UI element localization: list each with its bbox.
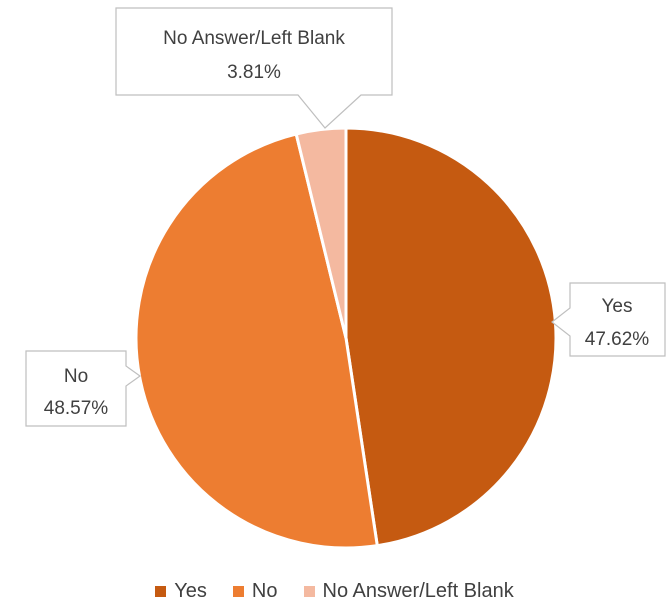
legend-item-no-answer: No Answer/Left Blank — [303, 579, 514, 603]
callout-no-answer-label: No Answer/Left Blank — [163, 28, 345, 49]
legend-label-no-answer: No Answer/Left Blank — [322, 579, 514, 602]
pie-slice-no — [134, 132, 379, 550]
pie-slice-no-answer — [294, 126, 348, 340]
legend-swatch-no-answer — [303, 585, 315, 597]
legend-item-no: No — [232, 579, 278, 603]
legend-swatch-no — [232, 585, 244, 597]
callout-yes-value: 47.62% — [585, 329, 650, 350]
pie-slice-yes — [344, 126, 558, 548]
legend-swatch-yes — [155, 585, 167, 597]
chart-legend: Yes No No Answer/Left Blank — [0, 576, 669, 606]
pie-slices — [134, 126, 558, 550]
callout-yes-box — [551, 282, 666, 357]
callout-no-answer: No Answer/Left Blank 3.81% — [115, 7, 393, 129]
legend-label-yes: Yes — [174, 579, 207, 602]
callout-yes: Yes 47.62% — [551, 282, 666, 357]
callout-no: No 48.57% — [25, 350, 142, 427]
callout-yes-label: Yes — [602, 296, 633, 317]
callout-no-label: No — [64, 366, 88, 387]
callout-no-answer-value: 3.81% — [227, 62, 281, 83]
callout-no-answer-box — [115, 7, 393, 129]
legend-item-yes: Yes — [155, 580, 207, 603]
legend-label-no: No — [251, 579, 278, 602]
callout-no-box — [25, 350, 142, 427]
callout-no-value: 48.57% — [44, 398, 109, 419]
